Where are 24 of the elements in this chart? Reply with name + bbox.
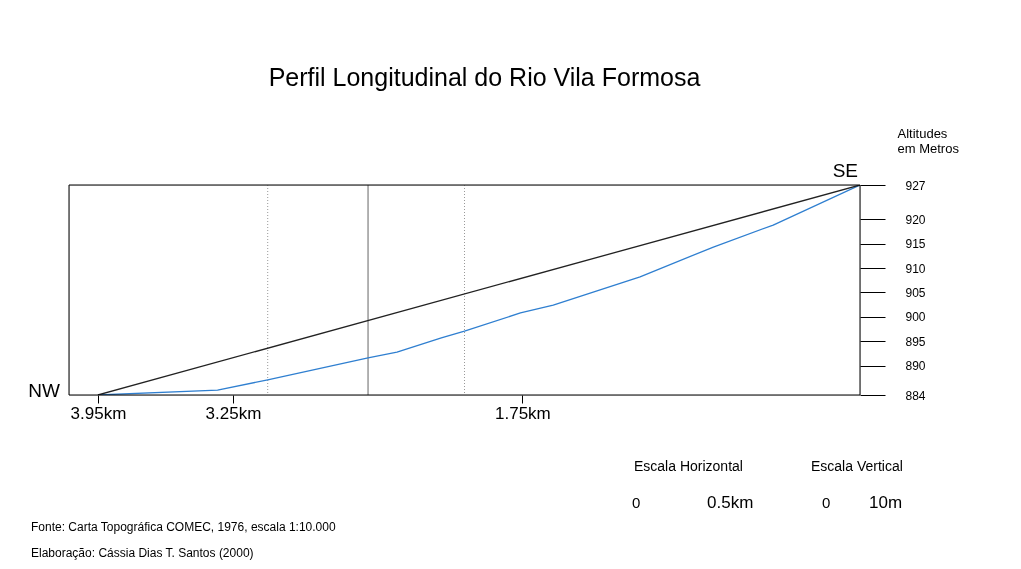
y-tick-label: 910 <box>905 261 926 276</box>
text: 0 <box>632 494 641 511</box>
y-axis-title: Altitudes em Metros <box>897 125 960 156</box>
y-tick-label: 915 <box>905 237 926 252</box>
text: 0 <box>822 494 831 511</box>
text: 10m <box>869 493 903 512</box>
y-tick-label: 890 <box>905 359 926 374</box>
source-note: Fonte: Carta Topográfica COMEC, 1976, escala 1:10.000 <box>31 520 336 534</box>
y-tick-label: 895 <box>905 334 926 349</box>
chart-title: Perfil Longitudinal do Rio Vila Formosa <box>268 63 701 91</box>
x-tick-label: 1.75km <box>495 403 551 423</box>
text: 0.5km <box>707 493 754 512</box>
y-tick-label: 900 <box>905 310 926 325</box>
text: Escala Vertical <box>811 458 903 474</box>
y-tick-label: 884 <box>905 388 926 403</box>
y-tick-label: 927 <box>905 178 926 193</box>
text: Escala Horizontal <box>634 458 743 474</box>
annotation: NW <box>28 380 60 401</box>
annotation: SE <box>832 160 858 181</box>
y-tick-label: 920 <box>905 212 926 227</box>
x-tick-label: 3.95km <box>70 403 127 423</box>
x-tick-label: 3.25km <box>205 403 262 423</box>
text: Elaboração: Cássia Dias T. Santos (2000) <box>31 546 254 560</box>
y-tick-label: 905 <box>905 285 926 300</box>
